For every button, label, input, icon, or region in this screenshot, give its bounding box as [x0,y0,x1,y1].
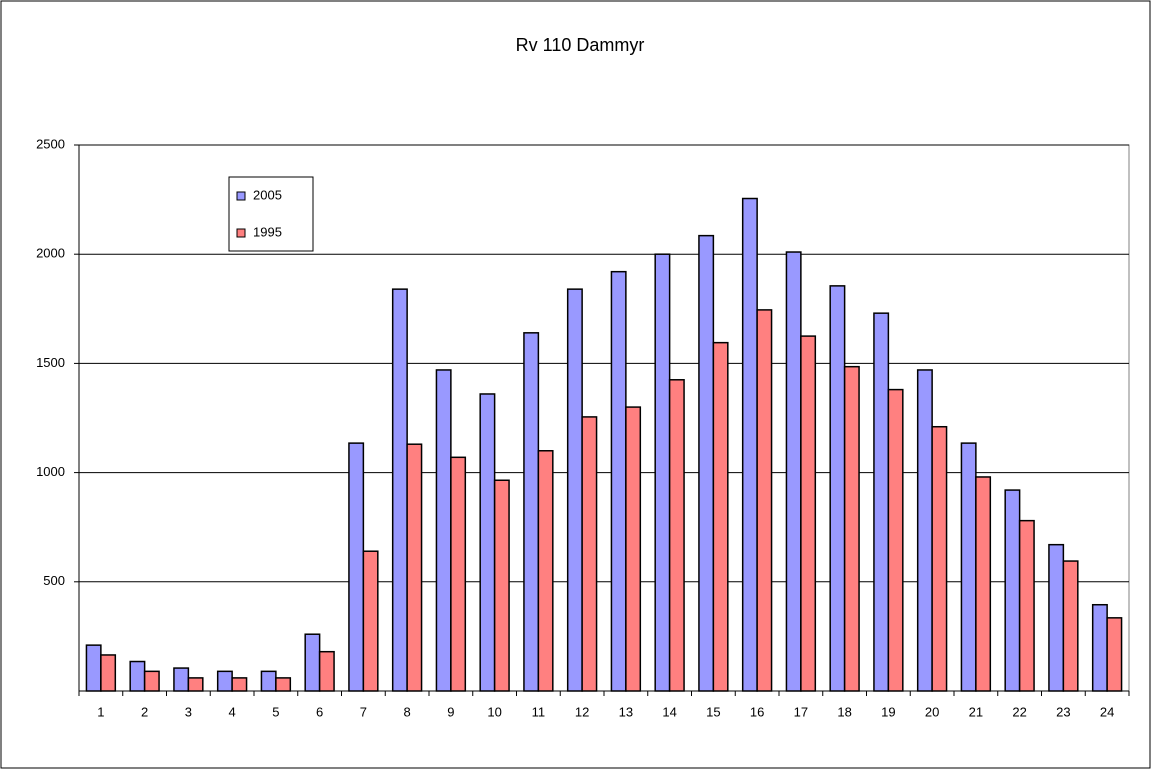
bar [873,312,890,692]
bar [756,309,773,692]
legend-box [228,176,314,252]
bar [173,667,190,692]
bar [698,234,715,692]
x-tick-label: 21 [969,704,983,719]
y-tick-label: 2500 [36,136,65,151]
y-tick-label: 1500 [36,355,65,370]
bar [625,406,642,692]
bar [216,670,233,692]
x-tick-label: 6 [316,704,323,719]
x-tick-label: 13 [619,704,633,719]
legend-label: 1995 [253,224,282,239]
x-tick-label: 22 [1012,704,1026,719]
x-tick-label: 4 [229,704,236,719]
bar [741,197,758,692]
x-tick-label: 5 [272,704,279,719]
bar [143,670,160,692]
bar [187,677,204,692]
bar [785,251,802,692]
bar [129,660,146,692]
x-tick-label: 16 [750,704,764,719]
bar [581,416,598,692]
x-tick-label: 10 [487,704,501,719]
bar [829,285,846,692]
chart-title: Rv 110 Dammyr [516,35,645,55]
bar [1004,489,1021,692]
bar [843,365,860,692]
bar [435,369,452,692]
x-tick-label: 1 [97,704,104,719]
legend-swatch [236,191,246,201]
x-tick-label: 8 [404,704,411,719]
bar [668,379,685,692]
bar [800,335,817,692]
bar [916,369,933,692]
bar [1062,560,1079,692]
x-tick-label: 17 [794,704,808,719]
bar [275,677,292,692]
x-tick-label: 14 [662,704,676,719]
x-tick-label: 2 [141,704,148,719]
x-tick-label: 11 [532,704,546,719]
x-tick-label: 15 [706,704,720,719]
bar [362,550,379,692]
bar [260,670,277,692]
bar [100,654,117,692]
bar [960,442,977,692]
bar [566,288,583,692]
bar [712,341,729,692]
x-tick-label: 23 [1056,704,1070,719]
y-tick-label: 2000 [36,246,65,261]
bar [406,443,423,692]
y-tick-label: 500 [43,573,65,588]
bar [537,450,554,692]
bar [479,393,496,692]
x-tick-label: 3 [185,704,192,719]
bar [348,442,365,692]
bar [1091,603,1108,692]
bar [523,332,540,692]
bar [931,425,948,692]
bar [1106,617,1123,692]
x-tick-label: 7 [360,704,367,719]
x-tick-label: 20 [925,704,939,719]
bar [654,253,671,692]
x-tick-label: 18 [837,704,851,719]
bar [1018,519,1035,692]
legend-label: 2005 [253,187,282,202]
bar [391,288,408,692]
bar [231,677,248,692]
y-tick-label: 1000 [36,464,65,479]
bar [85,644,102,692]
bar [304,633,321,692]
bar [975,476,992,692]
bar [318,650,335,692]
x-tick-label: 24 [1100,704,1114,719]
bar [610,270,627,692]
bar [450,456,467,692]
x-tick-label: 19 [881,704,895,719]
x-tick-label: 9 [447,704,454,719]
bar [493,479,510,692]
legend-swatch [236,228,246,238]
bar [1048,543,1065,692]
bar [887,388,904,692]
x-tick-label: 12 [575,704,589,719]
